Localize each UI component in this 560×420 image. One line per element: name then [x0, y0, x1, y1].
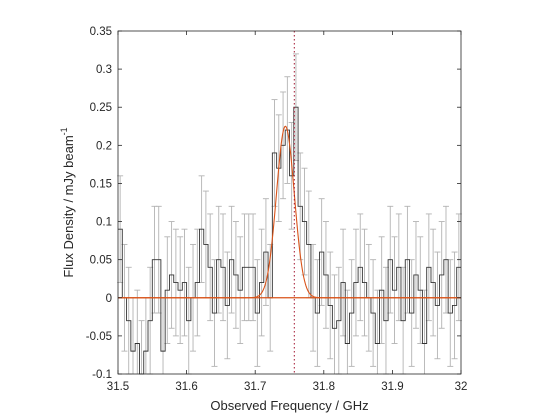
- y-tick-label: 0.15: [90, 178, 112, 190]
- step-histogram-group: [118, 106, 461, 375]
- y-tick-label: -0.1: [92, 369, 112, 381]
- errorbar: [331, 274, 338, 374]
- plot-background: [118, 31, 461, 374]
- y-tick-label: 0.25: [90, 102, 112, 114]
- x-tick-label: 31.5: [107, 381, 129, 393]
- y-tick-label: 0.1: [96, 217, 112, 229]
- x-tick-label: 31.8: [313, 381, 335, 393]
- y-axis-label: Flux Density / mJy beam-1: [59, 127, 76, 277]
- x-tick-label: 31.6: [175, 381, 197, 393]
- gaussian-fit-line: [118, 125, 461, 299]
- y-tick-label: 0.3: [96, 64, 112, 76]
- errorbar: [138, 320, 145, 374]
- spectrum-step-line: [118, 106, 461, 375]
- errorbar: [134, 289, 141, 374]
- tick-labels-group: 31.5 31.6 31.7 31.8 31.9 32 -0.1 -0.05 0 0.05 0.1 0…: [86, 26, 468, 393]
- y-tick-label: 0: [106, 293, 112, 305]
- x-tick-label: 31.7: [244, 381, 266, 393]
- y-axis-label-main: Flux Density / mJy beam: [61, 135, 76, 277]
- fit-group: [118, 31, 461, 374]
- x-tick-label: 32: [455, 381, 468, 393]
- x-tick-label: 31.9: [381, 381, 403, 393]
- x-axis-label: Observed Frequency / GHz: [210, 398, 368, 413]
- plot-frame: [117, 30, 462, 375]
- y-tick-label: 0.2: [96, 140, 112, 152]
- y-tick-label: -0.05: [86, 331, 112, 343]
- y-tick-label: 0.05: [90, 255, 112, 267]
- y-axis-label-superscript: -1: [59, 127, 69, 135]
- y-tick-label: 0.35: [90, 26, 112, 38]
